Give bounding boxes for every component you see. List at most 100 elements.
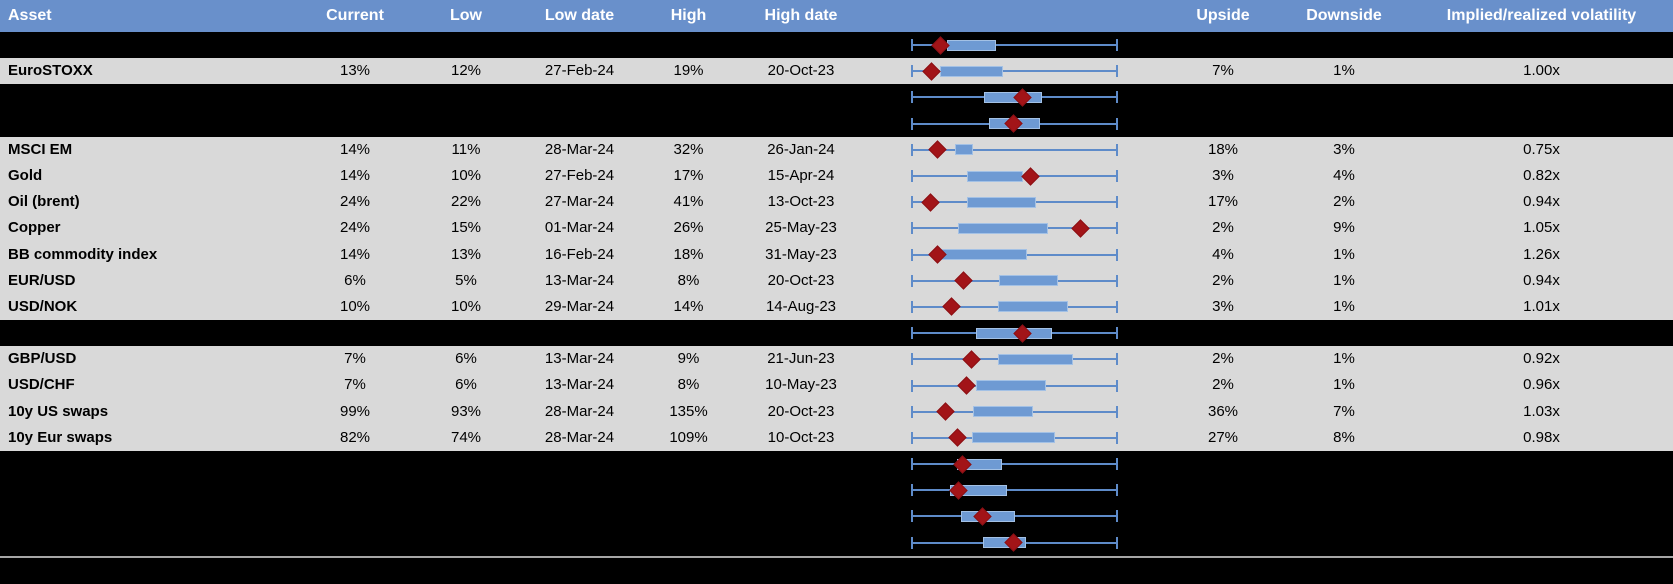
cell-high-date[interactable] — [740, 320, 862, 346]
cell-upside[interactable]: 2% — [1212, 271, 1234, 289]
cell-implied-realized-vol[interactable]: 1.01x — [1523, 297, 1560, 315]
cell-high[interactable]: 32% — [673, 140, 704, 158]
cell-high-date[interactable]: 14-Aug-23 — [765, 297, 837, 315]
cell-downside[interactable]: 7% — [1333, 402, 1355, 420]
cell-downside[interactable] — [1278, 320, 1410, 346]
cell-high-date[interactable]: 25-May-23 — [765, 219, 837, 237]
cell-implied-realized-vol[interactable]: 1.26x — [1523, 245, 1560, 263]
cell-asset[interactable]: USD/CHF — [8, 376, 75, 394]
cell-low[interactable] — [410, 503, 522, 529]
cell-low[interactable]: 15% — [450, 219, 482, 237]
cell-downside[interactable] — [1278, 84, 1410, 110]
cell-downside[interactable] — [1278, 530, 1410, 556]
cell-upside[interactable]: 18% — [1207, 140, 1239, 158]
cell-high-date[interactable] — [740, 477, 862, 503]
table-row[interactable]: USD/CHF 7% 6% 13-Mar-24 8% 10-May-23 2% … — [0, 372, 1673, 399]
cell-downside[interactable] — [1278, 111, 1410, 137]
cell-downside[interactable] — [1278, 451, 1410, 477]
cell-current[interactable]: 14% — [339, 140, 371, 158]
cell-asset[interactable]: 10y Eur swaps — [8, 428, 113, 446]
cell-low-date[interactable] — [522, 530, 637, 556]
cell-downside[interactable]: 4% — [1333, 166, 1355, 184]
cell-current[interactable]: 24% — [339, 193, 371, 211]
cell-low-date[interactable]: 16-Feb-24 — [544, 245, 615, 263]
cell-low[interactable] — [410, 320, 522, 346]
cell-upside[interactable] — [1168, 477, 1278, 503]
cell-high-date[interactable]: 13-Oct-23 — [767, 193, 835, 211]
table-row[interactable]: 10y US swaps 99% 93% 28-Mar-24 135% 20-O… — [0, 398, 1673, 425]
cell-upside[interactable]: 2% — [1212, 350, 1234, 368]
cell-implied-realized-vol[interactable] — [1410, 111, 1673, 137]
cell-current[interactable]: 6% — [344, 271, 366, 289]
cell-low[interactable]: 12% — [450, 62, 482, 80]
cell-downside[interactable] — [1278, 32, 1410, 58]
cell-high[interactable]: 14% — [673, 297, 704, 315]
table-row[interactable]: 10y Eur swaps 82% 74% 28-Mar-24 109% 10-… — [0, 424, 1673, 451]
cell-asset[interactable]: Copper — [8, 219, 61, 237]
cell-low-date[interactable]: 13-Mar-24 — [544, 376, 615, 394]
cell-upside[interactable]: 27% — [1207, 428, 1239, 446]
cell-implied-realized-vol[interactable]: 0.98x — [1523, 428, 1560, 446]
cell-high[interactable]: 17% — [673, 166, 704, 184]
cell-low[interactable] — [410, 84, 522, 110]
cell-implied-realized-vol[interactable] — [1410, 477, 1673, 503]
cell-asset[interactable] — [0, 451, 300, 477]
cell-low-date[interactable] — [522, 477, 637, 503]
cell-upside[interactable]: 2% — [1212, 219, 1234, 237]
cell-implied-realized-vol[interactable]: 1.00x — [1523, 62, 1560, 80]
cell-upside[interactable] — [1168, 530, 1278, 556]
table-row[interactable]: USD/NOK 10% 10% 29-Mar-24 14% 14-Aug-23 … — [0, 293, 1673, 321]
cell-implied-realized-vol[interactable]: 0.94x — [1523, 193, 1560, 211]
cell-low[interactable]: 22% — [450, 193, 482, 211]
cell-low[interactable] — [410, 477, 522, 503]
cell-implied-realized-vol[interactable] — [1410, 320, 1673, 346]
cell-high-date[interactable] — [740, 84, 862, 110]
cell-high[interactable] — [637, 84, 740, 110]
cell-current[interactable]: 14% — [339, 166, 371, 184]
column-header-implied-realized-volatility[interactable]: Implied/realized volatility — [1446, 7, 1637, 24]
cell-asset[interactable]: EUR/USD — [8, 271, 76, 289]
cell-upside[interactable] — [1168, 111, 1278, 137]
cell-high-date[interactable] — [740, 111, 862, 137]
cell-upside[interactable] — [1168, 451, 1278, 477]
cell-current[interactable]: 13% — [339, 62, 371, 80]
cell-low[interactable] — [410, 451, 522, 477]
column-header-current[interactable]: Current — [326, 7, 384, 24]
cell-high[interactable] — [637, 530, 740, 556]
cell-implied-realized-vol[interactable]: 0.94x — [1523, 271, 1560, 289]
cell-upside[interactable] — [1168, 320, 1278, 346]
cell-low[interactable] — [410, 111, 522, 137]
cell-asset[interactable] — [0, 503, 300, 529]
cell-upside[interactable] — [1168, 32, 1278, 58]
cell-low-date[interactable] — [522, 32, 637, 58]
cell-asset[interactable] — [0, 477, 300, 503]
cell-high-date[interactable]: 15-Apr-24 — [767, 166, 835, 184]
cell-high[interactable] — [637, 451, 740, 477]
cell-downside[interactable]: 1% — [1333, 350, 1355, 368]
cell-current[interactable] — [300, 84, 410, 110]
cell-high-date[interactable]: 26-Jan-24 — [767, 140, 835, 158]
cell-downside[interactable]: 3% — [1333, 140, 1355, 158]
column-header-low-date[interactable]: Low date — [544, 7, 615, 24]
column-header-downside[interactable]: Downside — [1306, 7, 1382, 24]
cell-low-date[interactable]: 27-Feb-24 — [544, 62, 615, 80]
cell-upside[interactable] — [1168, 84, 1278, 110]
table-row[interactable]: Oil (brent) 24% 22% 27-Mar-24 41% 13-Oct… — [0, 189, 1673, 216]
cell-asset[interactable] — [0, 320, 300, 346]
cell-low[interactable]: 6% — [455, 350, 477, 368]
cell-current[interactable]: 99% — [339, 402, 371, 420]
cell-high-date[interactable]: 10-May-23 — [765, 376, 837, 394]
cell-implied-realized-vol[interactable]: 0.75x — [1523, 140, 1560, 158]
cell-low-date[interactable]: 27-Mar-24 — [544, 193, 615, 211]
table-row[interactable]: Copper 24% 15% 01-Mar-24 26% 25-May-23 2… — [0, 215, 1673, 242]
cell-high[interactable]: 8% — [677, 376, 700, 394]
table-row[interactable]: Gold 14% 10% 27-Feb-24 17% 15-Apr-24 3% … — [0, 162, 1673, 190]
cell-high-date[interactable] — [740, 530, 862, 556]
table-row[interactable]: MSCI EM 14% 11% 28-Mar-24 32% 26-Jan-24 … — [0, 136, 1673, 163]
cell-low[interactable] — [410, 32, 522, 58]
cell-low-date[interactable]: 28-Mar-24 — [544, 402, 615, 420]
cell-high-date[interactable] — [740, 32, 862, 58]
table-row[interactable]: GBP/USD 7% 6% 13-Mar-24 9% 21-Jun-23 2% … — [0, 346, 1673, 373]
cell-implied-realized-vol[interactable]: 0.96x — [1523, 376, 1560, 394]
cell-downside[interactable]: 1% — [1333, 62, 1355, 80]
